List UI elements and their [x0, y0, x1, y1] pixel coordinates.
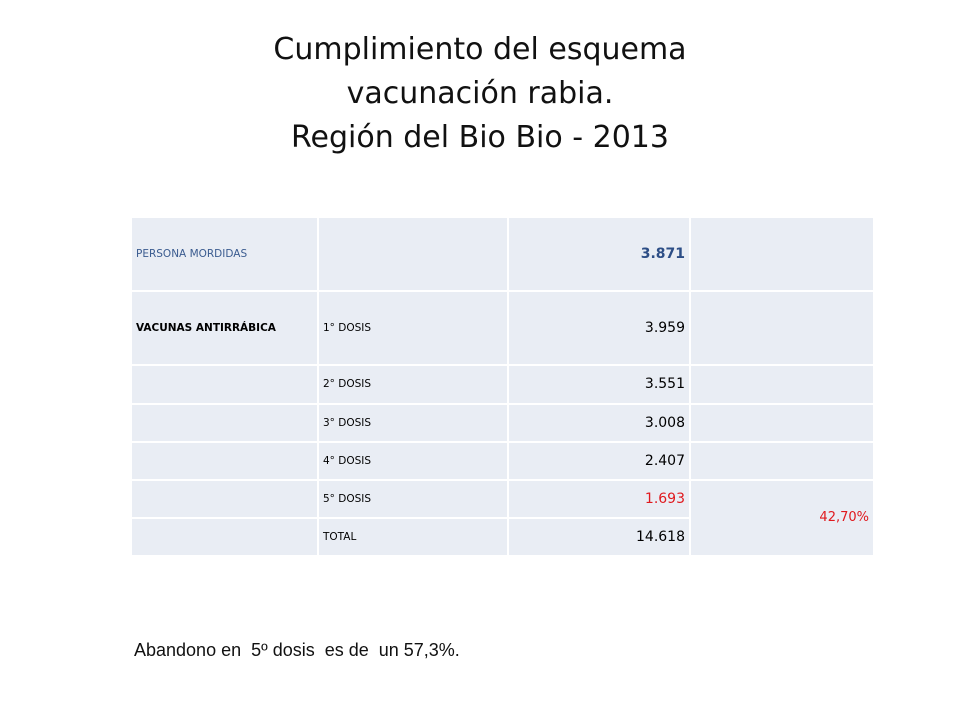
dose-label: 1° DOSIS: [317, 290, 509, 367]
dose-label: TOTAL: [317, 516, 509, 558]
row-label: VACUNAS ANTIRRÁBICA: [130, 290, 319, 367]
cell-value: 3.959: [507, 290, 691, 367]
empty-cell: [130, 478, 319, 519]
dose-label: 4° DOSIS: [317, 440, 509, 481]
empty-cell: [689, 440, 875, 481]
cell-value: 3.008: [507, 402, 691, 443]
vaccination-table: PERSONA MORDIDAS 3.871 VACUNAS ANTIRRÁBI…: [130, 215, 875, 558]
empty-cell: [130, 402, 319, 443]
cell-value: 3.551: [507, 364, 691, 405]
table-row: 2° DOSIS 3.551: [130, 364, 875, 405]
empty-cell: [689, 290, 875, 367]
cell-value: 2.407: [507, 440, 691, 481]
empty-cell: [130, 440, 319, 481]
percentage-cell: 42,70%: [689, 478, 875, 558]
empty-cell: [317, 215, 509, 293]
table-row: TOTAL 14.618: [130, 516, 874, 558]
empty-cell: [689, 364, 875, 405]
dose-label: 5° DOSIS: [317, 478, 509, 519]
dose-label: 2° DOSIS: [317, 364, 509, 405]
empty-cell: [130, 516, 319, 558]
empty-cell: [689, 402, 875, 443]
title-line-3: Región del Bio Bio - 2013: [291, 120, 669, 155]
cell-value: 1.693: [507, 478, 691, 519]
slide-title: Cumplimiento del esquema vacunación rabi…: [0, 28, 960, 160]
table-row: 3° DOSIS 3.008: [130, 402, 875, 443]
cell-value: 14.618: [507, 516, 691, 558]
abandonment-note: Abandono en 5º dosis es de un 57,3%.: [134, 640, 460, 660]
table-row: 5° DOSIS 1.693 42,70%: [130, 478, 875, 558]
table-row: 4° DOSIS 2.407: [130, 440, 875, 481]
cell-value: 3.871: [507, 215, 691, 293]
title-line-2: vacunación rabia.: [346, 76, 614, 111]
table-row: VACUNAS ANTIRRÁBICA 1° DOSIS 3.959: [130, 290, 875, 367]
table-row: PERSONA MORDIDAS 3.871: [130, 215, 875, 293]
dose-label: 3° DOSIS: [317, 402, 509, 443]
title-line-1: Cumplimiento del esquema: [273, 32, 687, 67]
row-label: PERSONA MORDIDAS: [130, 215, 319, 293]
empty-cell: [689, 215, 875, 293]
empty-cell: [130, 364, 319, 405]
